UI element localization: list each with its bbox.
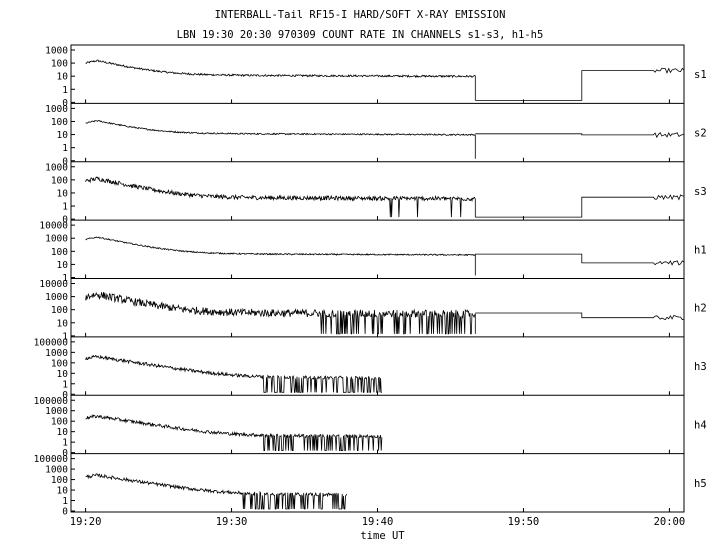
y-tick-label-h4: 100000 — [34, 396, 69, 407]
y-tick-label-h1: 1000 — [45, 234, 68, 245]
y-tick-label-s2: 1000 — [45, 104, 68, 115]
y-tick-label-s3: 10 — [57, 188, 69, 199]
series-line-h4 — [85, 414, 383, 452]
x-tick-label: 19:30 — [216, 516, 248, 528]
y-tick-label-h5: 100 — [51, 475, 68, 486]
y-tick-label-s3: 1000 — [45, 162, 68, 173]
x-tick-label: 19:20 — [70, 516, 102, 528]
y-tick-label-s1: 1 — [62, 85, 68, 96]
y-tick-label-s1: 0 — [62, 98, 68, 109]
y-tick-label-h2: 10000 — [39, 279, 68, 290]
y-tick-label-s3: 100 — [51, 175, 68, 186]
y-tick-label-h1: 1 — [62, 273, 68, 284]
y-tick-label-s1: 100 — [51, 59, 68, 70]
y-tick-label-h3: 1 — [62, 379, 68, 390]
series-tail-h2 — [475, 312, 685, 321]
y-tick-label-h5: 1000 — [45, 465, 68, 476]
x-tick-label: 20:00 — [654, 516, 686, 528]
channel-label-h2: h2 — [694, 303, 707, 315]
series-tail-h1 — [475, 253, 685, 266]
series-tail-s1 — [475, 67, 685, 101]
series-line-s2 — [85, 119, 476, 159]
y-tick-label-h4: 0 — [62, 448, 68, 459]
y-tick-label-h4: 1 — [62, 438, 68, 449]
channel-label-h1: h1 — [694, 244, 707, 256]
y-tick-label-h4: 100 — [51, 417, 68, 428]
x-tick-label: 19:50 — [508, 516, 540, 528]
y-tick-label-h3: 0 — [62, 390, 68, 401]
series-line-s3 — [85, 176, 476, 218]
series-line-h1 — [85, 236, 476, 276]
series-line-h5 — [85, 473, 348, 510]
y-tick-label-s2: 100 — [51, 117, 68, 128]
channel-label-s1: s1 — [694, 69, 707, 81]
y-tick-label-h3: 100 — [51, 358, 68, 369]
series-line-s1 — [85, 59, 476, 101]
series-line-h2 — [85, 291, 476, 335]
y-tick-label-s3: 0 — [62, 215, 68, 226]
y-tick-label-h2: 1000 — [45, 292, 68, 303]
y-tick-label-s1: 10 — [57, 72, 69, 83]
y-tick-label-s3: 1 — [62, 202, 68, 213]
y-tick-label-h3: 1000 — [45, 348, 68, 359]
chart-title: INTERBALL-Tail RF15-I HARD/SOFT X-RAY EM… — [214, 9, 506, 21]
channel-label-s2: s2 — [694, 128, 707, 140]
y-tick-label-h1: 10000 — [39, 221, 68, 232]
y-tick-label-h5: 1 — [62, 496, 68, 507]
y-tick-label-h5: 100000 — [34, 454, 69, 465]
y-tick-label-s1: 1000 — [45, 46, 68, 57]
channel-label-h3: h3 — [694, 361, 707, 373]
y-tick-label-h2: 10 — [57, 318, 69, 329]
series-tail-s2 — [475, 131, 685, 139]
y-tick-label-h4: 1000 — [45, 406, 68, 417]
y-tick-label-h1: 10 — [57, 260, 69, 271]
series-tail-s3 — [475, 194, 685, 218]
channel-label-h5: h5 — [694, 478, 707, 490]
y-tick-label-h5: 10 — [57, 486, 69, 497]
chart-subtitle: LBN 19:30 20:30 970309 COUNT RATE IN CHA… — [176, 29, 544, 41]
y-tick-label-s2: 10 — [57, 130, 69, 141]
channel-label-s3: s3 — [694, 186, 707, 198]
x-axis-label: time UT — [360, 530, 405, 542]
y-tick-label-h2: 100 — [51, 305, 68, 316]
y-tick-label-h1: 100 — [51, 247, 68, 258]
x-tick-label: 19:40 — [362, 516, 394, 528]
y-tick-label-h3: 10 — [57, 369, 69, 380]
y-tick-label-h5: 0 — [62, 507, 68, 518]
y-tick-label-s2: 0 — [62, 156, 68, 167]
y-tick-label-s2: 1 — [62, 143, 68, 154]
series-line-h3 — [85, 354, 382, 393]
y-tick-label-h4: 10 — [57, 427, 69, 438]
y-tick-label-h2: 1 — [62, 331, 68, 342]
y-tick-label-h3: 100000 — [34, 337, 69, 348]
channel-label-h4: h4 — [694, 419, 707, 431]
